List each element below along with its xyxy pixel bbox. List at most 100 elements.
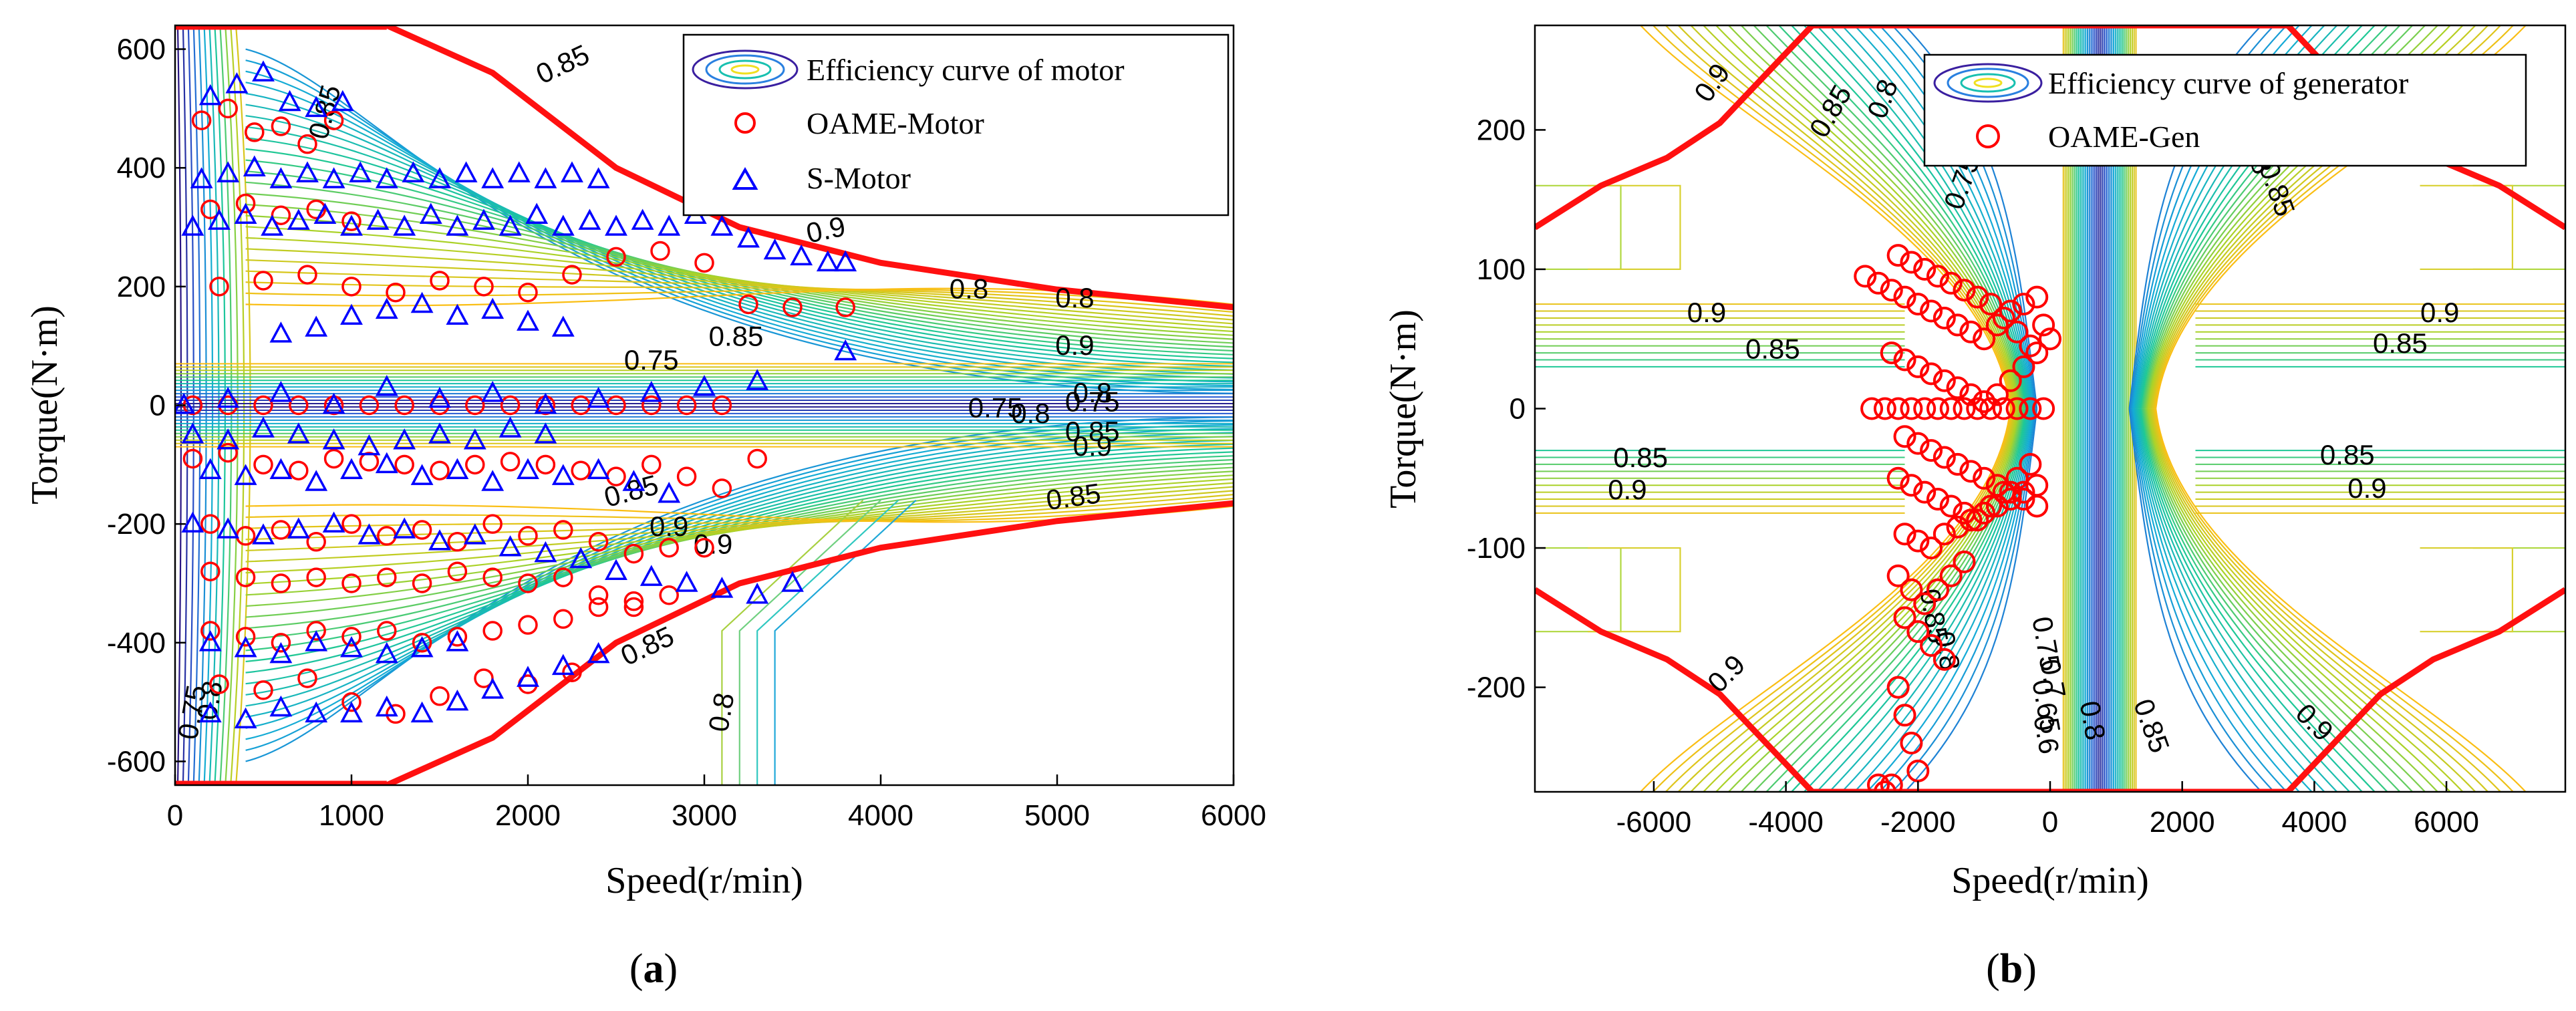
- oame-motor-point: [341, 211, 362, 231]
- contour-line: [2142, 408, 2401, 792]
- s-motor-point: [357, 434, 381, 456]
- oame-motor-point: [394, 454, 414, 475]
- oame-gen-point: [1946, 452, 1969, 476]
- s-motor-point: [198, 630, 222, 652]
- x-tick-label: 0: [167, 799, 183, 832]
- oame-motor-point: [235, 567, 256, 587]
- contour-line: [1753, 25, 2023, 409]
- oame-gen-point: [1913, 592, 1937, 615]
- ticks-b: -6000 -4000 -2000 0 2000 4000 6000 -200 -100 0 100…: [1467, 114, 2479, 839]
- oame-motor-point: [200, 621, 221, 641]
- contour-line: [1690, 25, 2017, 409]
- caption-a: (a): [629, 946, 678, 992]
- s-motor-point: [278, 90, 301, 112]
- oame-motor-point: [341, 627, 362, 647]
- oame-gen-point: [1939, 494, 1963, 518]
- s-motor-point: [340, 303, 363, 325]
- oame-gen-point: [1900, 251, 1923, 274]
- s-motor-point: [816, 250, 839, 272]
- y-tick-label: 100: [1477, 253, 1526, 286]
- oame-motor-point: [623, 591, 644, 611]
- oame-gen-point: [1920, 634, 1943, 658]
- s-motor-point: [234, 202, 257, 224]
- oame-motor-point: [694, 537, 714, 558]
- x-tick-label: 2000: [495, 799, 561, 832]
- oame-motor-point: [465, 395, 485, 416]
- contour-line: [756, 499, 899, 785]
- s-motor-point: [322, 428, 345, 450]
- contour-label: 0.85: [1065, 416, 1120, 447]
- oame-motor-point: [289, 395, 309, 416]
- s-motor-point: [481, 470, 505, 491]
- contour-line: [245, 203, 1234, 340]
- contour-label: 0.8: [1073, 377, 1112, 408]
- oame-gen-point: [1933, 369, 1956, 392]
- oame-motor-point: [297, 134, 317, 154]
- s-motor-point: [507, 161, 531, 182]
- x-axis-label-b: Speed(r/min): [1951, 860, 2148, 901]
- oame-motor-point: [235, 627, 256, 647]
- s-motor-point: [534, 541, 557, 563]
- s-motor-point: [639, 381, 663, 402]
- oame-motor-point: [377, 621, 397, 641]
- oame-gen-point: [1953, 279, 1976, 302]
- contour-line: [1841, 408, 2031, 792]
- oame-gen-point: [1946, 313, 1969, 337]
- contour-label: 0.8: [1055, 282, 1094, 313]
- oame-gen-point: [1906, 432, 1930, 455]
- s-motor-point: [534, 167, 557, 188]
- oame-motor-point: [218, 442, 238, 463]
- oame-gen-point: [1893, 523, 1916, 546]
- s-motor-point: [217, 386, 240, 408]
- y-tick-label: -400: [107, 627, 166, 660]
- oame-gen-point: [1886, 676, 1910, 699]
- oame-gen-point: [1880, 773, 1903, 792]
- oame-motor-point: [623, 543, 644, 564]
- oame-gen-point: [2005, 397, 2029, 420]
- contour-label: 0.9: [2420, 297, 2459, 328]
- oame-gen-point: [1985, 313, 2009, 337]
- oame-gen-point: [1979, 494, 2003, 518]
- s-motor-point: [243, 155, 266, 176]
- s-motor-point: [710, 214, 734, 236]
- s-motor-point: [569, 547, 593, 569]
- oame-motor-point: [253, 395, 273, 416]
- s-motor-point: [737, 227, 760, 248]
- s-motor-point: [658, 214, 681, 236]
- contour-line: [1854, 408, 2033, 792]
- contour-line: [1816, 408, 2029, 792]
- s-motor-point: [517, 666, 539, 687]
- s-motor-point: [269, 641, 293, 664]
- contour-line: [245, 288, 1234, 309]
- s-motor-point: [481, 678, 505, 699]
- oame-motor-point: [306, 567, 326, 587]
- oame-gen-point: [1985, 383, 2009, 406]
- contour-line: [2148, 408, 2464, 792]
- contour-line: [245, 237, 1234, 329]
- oame-gen-point: [1953, 397, 1976, 420]
- contour-line: [2420, 547, 2514, 633]
- oame-motor-point: [359, 452, 380, 472]
- s-motor-point: [639, 565, 663, 586]
- contour-line: [1588, 547, 1681, 633]
- s-motor-point: [269, 321, 293, 343]
- s-motor-point: [693, 375, 716, 396]
- contour-label: 0.9: [1073, 430, 1112, 462]
- oame-motor-point: [641, 395, 662, 416]
- contour-line: [2132, 408, 2300, 792]
- contour-line: [2134, 408, 2313, 792]
- oame-motor-point: [659, 585, 679, 605]
- oame-gen-point: [1999, 369, 2022, 392]
- oame-gen-point: [1926, 397, 1949, 420]
- oame-motor-point: [553, 520, 573, 540]
- oame-gen-point: [1985, 494, 2009, 518]
- oame-motor-point: [323, 448, 344, 469]
- oame-motor-point: [676, 466, 697, 486]
- oame-gen-point: [1893, 348, 1916, 372]
- s-motor-point: [498, 214, 522, 236]
- legend-marker-oame-gen: [1976, 124, 2000, 148]
- oame-motor-point: [209, 674, 229, 694]
- contour-line: [2155, 408, 2527, 792]
- scatter-points-b: [1854, 244, 2061, 792]
- s-motor-point: [313, 202, 337, 224]
